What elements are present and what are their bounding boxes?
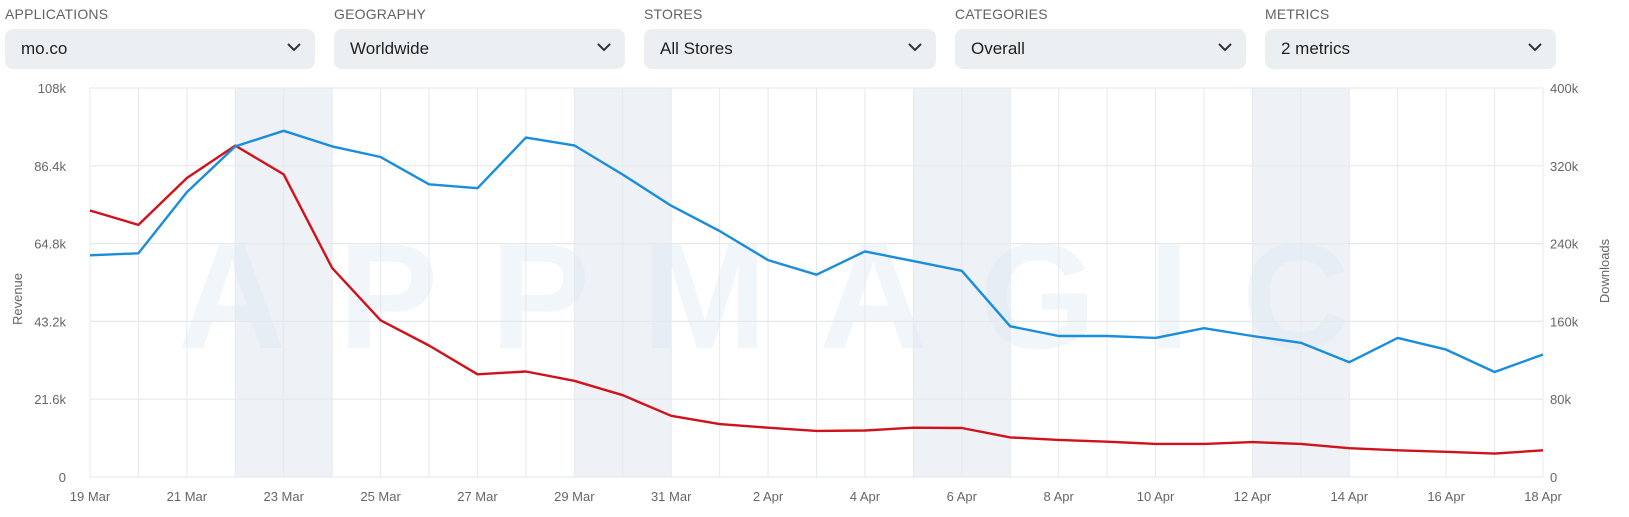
y-left-tick-label: 86.4k (34, 159, 66, 174)
downloads-line (89, 129, 1544, 374)
y-right-tick-label: 240k (1550, 237, 1579, 252)
grid-lines (89, 87, 1544, 478)
x-tick-label: 21 Mar (167, 489, 208, 504)
revenue-line (89, 144, 1544, 455)
applications-dropdown[interactable]: mo.co (5, 29, 315, 69)
x-tick-label: 10 Apr (1137, 489, 1175, 504)
y-left-ticks: 0 21.6k 43.2k 64.8k 86.4k 108k (34, 81, 66, 485)
stores-dropdown[interactable]: All Stores (644, 29, 936, 69)
applications-dropdown-value: mo.co (21, 39, 68, 58)
y-right-tick-label: 320k (1550, 159, 1579, 174)
filter-label-categories: CATEGORIES (955, 6, 1048, 22)
x-tick-label: 18 Apr (1524, 489, 1562, 504)
y-right-axis-title: Downloads (1597, 238, 1612, 303)
y-right-ticks: 0 80k 160k 240k 320k 400k (1550, 81, 1579, 485)
chevron-down-icon (1528, 43, 1542, 52)
chevron-down-icon (287, 43, 301, 52)
filter-label-metrics: METRICS (1265, 6, 1330, 22)
x-tick-label: 6 Apr (947, 489, 978, 504)
series-lines (89, 129, 1544, 455)
x-tick-label: 12 Apr (1234, 489, 1272, 504)
x-ticks: 19 Mar 21 Mar 23 Mar 25 Mar 27 Mar 29 Mar 31 M… (70, 489, 1563, 504)
y-left-tick-label: 0 (59, 470, 66, 485)
x-tick-label: 23 Mar (263, 489, 304, 504)
y-left-axis-title: Revenue (10, 273, 25, 325)
filter-bar: APPLICATIONS mo.co GEOGRAPHY Worldwide S… (0, 0, 1629, 75)
x-tick-label: 4 Apr (850, 489, 881, 504)
categories-dropdown[interactable]: Overall (955, 29, 1246, 69)
filter-label-stores: STORES (644, 6, 703, 22)
x-tick-label: 27 Mar (457, 489, 498, 504)
x-tick-label: 31 Mar (651, 489, 692, 504)
y-left-tick-label: 108k (38, 81, 67, 96)
y-left-tick-label: 43.2k (34, 314, 66, 329)
filter-label-applications: APPLICATIONS (5, 6, 109, 22)
x-tick-label: 19 Mar (70, 489, 111, 504)
y-right-tick-label: 0 (1550, 470, 1557, 485)
stores-dropdown-value: All Stores (660, 39, 733, 58)
metrics-dropdown-value: 2 metrics (1281, 39, 1350, 58)
metrics-dropdown[interactable]: 2 metrics (1265, 29, 1556, 69)
appmagic-watermark: APPMAGIC (178, 212, 1402, 380)
revenue-downloads-chart: APPMAGIC 0 21.6k 43.2k 64.8k 86.4k 108k 0 80k 1… (10, 81, 1612, 504)
geography-dropdown-value: Worldwide (350, 39, 430, 58)
chevron-down-icon (1218, 43, 1232, 52)
y-left-tick-label: 64.8k (34, 237, 66, 252)
chevron-down-icon (597, 43, 611, 52)
x-tick-label: 14 Apr (1330, 489, 1368, 504)
y-right-tick-label: 80k (1550, 392, 1571, 407)
x-tick-label: 8 Apr (1043, 489, 1074, 504)
categories-dropdown-value: Overall (971, 39, 1025, 58)
filter-label-geography: GEOGRAPHY (334, 6, 427, 22)
x-tick-label: 25 Mar (360, 489, 401, 504)
geography-dropdown[interactable]: Worldwide (334, 29, 625, 69)
x-tick-label: 2 Apr (753, 489, 784, 504)
chevron-down-icon (908, 43, 922, 52)
x-tick-label: 29 Mar (554, 489, 595, 504)
y-right-tick-label: 160k (1550, 314, 1579, 329)
x-tick-label: 16 Apr (1427, 489, 1465, 504)
y-left-tick-label: 21.6k (34, 392, 66, 407)
y-right-tick-label: 400k (1550, 81, 1579, 96)
